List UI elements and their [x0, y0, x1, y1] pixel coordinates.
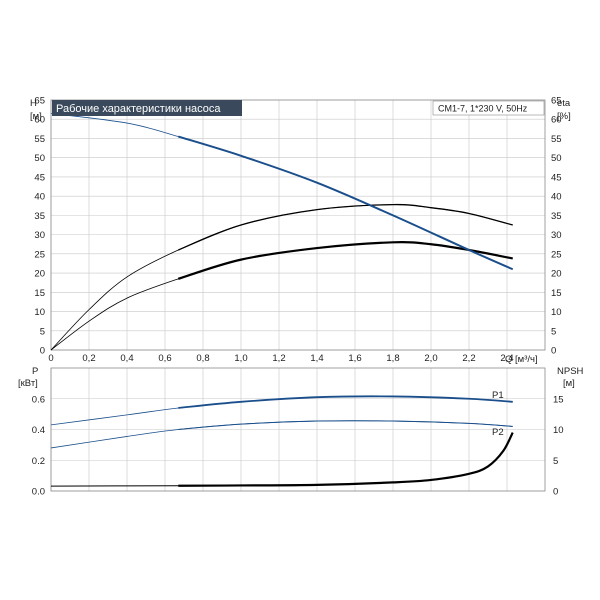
chart-title-box — [52, 100, 242, 116]
lower-right-tick-label: 15 — [553, 394, 564, 405]
lower-right-tick-label: 0 — [553, 487, 558, 498]
chart-title: Рабочие характеристики насоса — [56, 103, 221, 115]
lower-right-tick-label: 5 — [553, 456, 558, 467]
x-tick-label: 1,6 — [348, 353, 361, 364]
right-y-tick-label: 50 — [551, 153, 562, 164]
right-y-tick-label: 25 — [551, 249, 562, 260]
right-y-tick-label: 0 — [551, 346, 556, 357]
x-tick-label: 0,4 — [120, 353, 133, 364]
lower-left-tick-label: 0.0 — [32, 487, 45, 498]
x-tick-label: 0,2 — [82, 353, 95, 364]
x-tick-label: 1,4 — [310, 353, 323, 364]
series-label-p2: P2 — [492, 427, 504, 438]
right-y-tick-label: 60 — [551, 115, 562, 126]
lower-right-axis-label: NPSH — [557, 366, 584, 377]
right-y-tick-label: 30 — [551, 230, 562, 241]
x-tick-label: 1,2 — [272, 353, 285, 364]
upper-frame — [50, 99, 546, 351]
x-tick-label: 2,2 — [462, 353, 475, 364]
lower-left-axis-unit: [кВт] — [18, 378, 38, 389]
lower-left-tick-label: 0.4 — [32, 425, 45, 436]
right-y-tick-label: 55 — [551, 134, 562, 145]
left-y-tick-label: 20 — [34, 269, 45, 280]
eta-upper-curve-operating — [178, 203, 513, 251]
x-axis-label: Q [м³/ч] — [505, 354, 538, 365]
lower-left-axis-label: P — [32, 366, 38, 377]
left-y-tick-label: 35 — [34, 211, 45, 222]
right-y-tick-label: 5 — [551, 326, 556, 337]
left-y-tick-label: 50 — [34, 153, 45, 164]
left-y-tick-label: 55 — [34, 134, 45, 145]
left-y-tick-label: 30 — [34, 230, 45, 241]
left-y-tick-label: 45 — [34, 172, 45, 183]
eta-lower-curve-full — [50, 241, 513, 351]
p1-curve-full — [50, 395, 513, 426]
right-axis-label: eta — [557, 98, 571, 109]
right-y-tick-label: 35 — [551, 211, 562, 222]
right-y-tick-label: 20 — [551, 269, 562, 280]
right-y-tick-label: 65 — [551, 96, 562, 107]
upper-panel: 0 0,2 0,4 0,6 0,8 1,0 1,2 1,4 1,6 1,8 2,0 2,2 2,40 05… — [30, 96, 571, 366]
x-tick-label: 2,4 — [500, 353, 513, 364]
left-y-tick-label: 10 — [34, 307, 45, 318]
lower-left-tick-label: 0.6 — [32, 394, 45, 405]
left-y-tick-label: 0 — [40, 346, 45, 357]
right-y-tick-label: 40 — [551, 192, 562, 203]
upper-ticks: 0 0,2 0,4 0,6 0,8 1,0 1,2 1,4 1,6 1,8 2,0 2,2 2,40 05… — [34, 96, 561, 365]
npsh-curve-operating — [178, 432, 514, 487]
series-label-p1: P1 — [492, 390, 504, 401]
lower-ticks: 0.0 0.2 0.4 0.6 0 5 10 15 — [32, 394, 564, 497]
lower-frame — [50, 367, 546, 492]
x-tick-label: 0,6 — [158, 353, 171, 364]
x-tick-label: 0,8 — [196, 353, 209, 364]
eta-upper-curve-full — [50, 204, 513, 351]
right-axis-unit: [%] — [557, 111, 571, 122]
lower-right-tick-label: 10 — [553, 425, 564, 436]
upper-grid — [50, 99, 545, 351]
right-y-tick-label: 10 — [551, 307, 562, 318]
x-tick-label: 1,0 — [234, 353, 247, 364]
lower-right-axis-unit: [м] — [563, 378, 575, 389]
left-y-tick-label: 60 — [34, 115, 45, 126]
left-axis-label: H — [30, 98, 37, 109]
lower-left-tick-label: 0.2 — [32, 456, 45, 467]
model-label-box — [432, 100, 545, 116]
left-y-tick-label: 5 — [40, 326, 45, 337]
p2-curve-operating — [178, 420, 513, 430]
p2-curve-full — [50, 420, 513, 449]
left-y-tick-label: 65 — [34, 96, 45, 107]
lower-series — [50, 395, 514, 487]
x-tick-label: 0 — [48, 353, 53, 364]
p1-curve-operating — [178, 395, 513, 409]
model-label: CM1-7, 1*230 V, 50Hz — [438, 104, 528, 114]
right-y-tick-label: 15 — [551, 288, 562, 299]
head-curve-operating — [178, 135, 514, 271]
x-tick-label: 2,0 — [424, 353, 437, 364]
left-y-tick-label: 25 — [34, 249, 45, 260]
left-y-tick-label: 15 — [34, 288, 45, 299]
x-tick-label: 1,8 — [386, 353, 399, 364]
lower-panel: 0.0 0.2 0.4 0.6 0 5 10 15 P [кВт] NPSH [м] P1 P… — [18, 366, 584, 498]
upper-series — [50, 113, 514, 351]
left-axis-unit: [м] — [30, 111, 42, 122]
right-y-tick-label: 45 — [551, 172, 562, 183]
left-y-tick-label: 40 — [34, 192, 45, 203]
